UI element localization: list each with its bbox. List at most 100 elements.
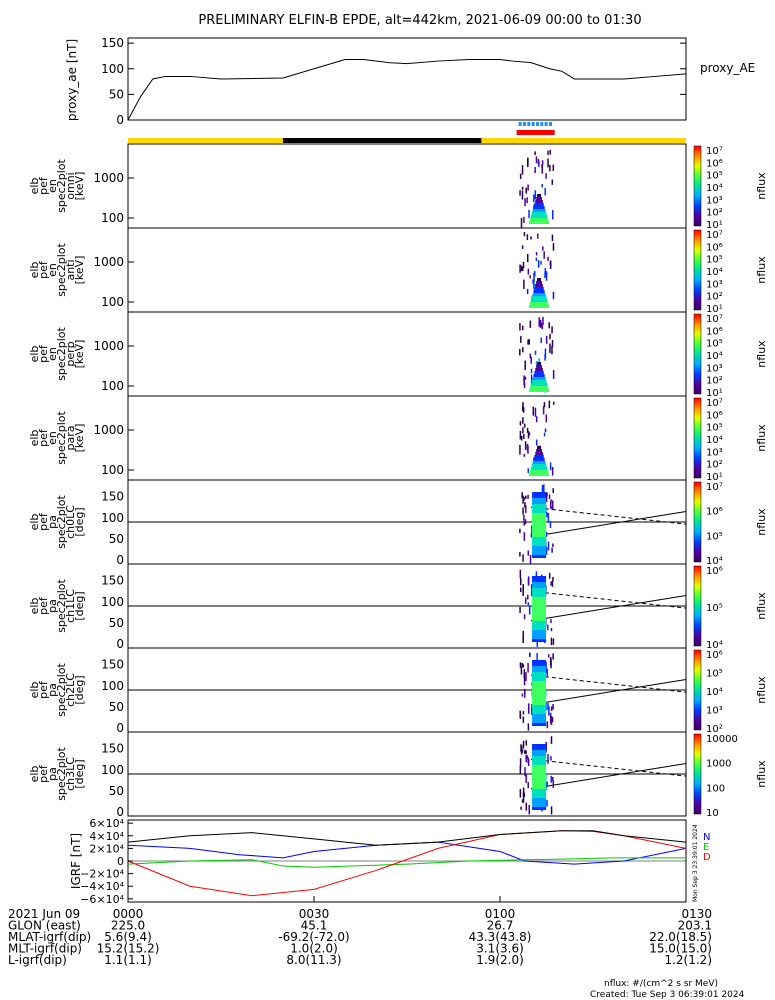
spectrogram-cell bbox=[532, 786, 547, 789]
spectrogram-cell bbox=[526, 197, 528, 204]
footer-value: 225.0 bbox=[111, 919, 145, 933]
spectrogram-cell bbox=[535, 439, 538, 446]
spectrogram-cell bbox=[527, 339, 529, 344]
spectrogram-cell bbox=[532, 744, 547, 747]
ytick-label: 0 bbox=[116, 637, 124, 651]
spectrogram-cell bbox=[519, 788, 522, 798]
spectrogram-cell bbox=[519, 264, 521, 273]
colorbar-tick-label: 1000 bbox=[706, 759, 731, 770]
spectrogram-cell bbox=[532, 681, 547, 684]
spectrogram-cell bbox=[532, 406, 535, 416]
spectrogram-cell bbox=[532, 723, 547, 726]
ytick-label: 1000 bbox=[93, 171, 124, 185]
colorbar-tick-label: 10³ bbox=[706, 363, 723, 374]
spectrogram-data bbox=[519, 736, 555, 815]
spectrogram-cell bbox=[536, 653, 538, 664]
spectrogram-cell bbox=[521, 693, 524, 697]
ytick-label: 150 bbox=[101, 490, 124, 504]
footer-value: 0100 bbox=[485, 907, 516, 921]
footer-value: 203.1 bbox=[678, 919, 712, 933]
panel-ylabel-line: [keV] bbox=[73, 340, 86, 369]
science-zone-tick bbox=[531, 122, 535, 126]
spectrogram-cell bbox=[520, 217, 523, 228]
spectrogram-cell bbox=[545, 780, 547, 791]
panel-ylabel-line: spec2plot bbox=[55, 243, 68, 297]
spectrogram-cell bbox=[544, 428, 547, 433]
spectrogram-cell bbox=[529, 470, 549, 473]
spectrogram-cell bbox=[552, 291, 555, 300]
spectrogram-cell bbox=[519, 430, 522, 440]
spectrogram-cell bbox=[523, 520, 525, 526]
spectrogram-cell bbox=[551, 500, 554, 510]
colorbar-tick-label: 10⁵ bbox=[706, 669, 723, 680]
spectrogram-cell bbox=[532, 279, 534, 284]
spectrogram-cell bbox=[532, 621, 547, 624]
panel-frame bbox=[127, 143, 687, 229]
spectrogram-cell bbox=[532, 684, 547, 687]
spectrogram-cell bbox=[542, 316, 544, 325]
spectrogram-cell bbox=[528, 305, 550, 308]
spectrogram-cell bbox=[545, 661, 547, 671]
spectrogram-cell bbox=[545, 546, 548, 555]
panel-ylabel-line: pa bbox=[46, 683, 59, 697]
spectrogram-cell bbox=[525, 495, 527, 500]
spectrogram-cell bbox=[530, 215, 548, 218]
anti-loss-cone-line bbox=[530, 674, 687, 693]
spectrogram-cell bbox=[522, 402, 524, 409]
proxy-ae-yticks: 150 100 50 0 bbox=[101, 36, 686, 127]
spectrogram-cell bbox=[550, 637, 553, 646]
spectrogram-cell bbox=[535, 200, 543, 203]
ytick-label: 100 bbox=[101, 295, 124, 309]
colorbar-tick-label: 10⁶ bbox=[706, 410, 723, 421]
panel-ylabel-line: para bbox=[64, 426, 77, 451]
footer-value: 0130 bbox=[681, 907, 712, 921]
panel-ylabel-line: [deg] bbox=[73, 591, 86, 620]
spectrogram-cell bbox=[532, 714, 547, 717]
panel-ylabel-line: pa bbox=[46, 515, 59, 529]
spectrogram-cell bbox=[520, 744, 522, 752]
spectrogram-cell bbox=[532, 552, 547, 555]
colorbar-tick-label: 10⁷ bbox=[706, 146, 723, 157]
spectrogram-cell bbox=[532, 579, 547, 582]
spectrogram-cell bbox=[523, 453, 526, 457]
spectrogram-cell bbox=[547, 624, 549, 631]
footer-value: 5.6(9.4) bbox=[104, 930, 152, 944]
ytick-label: 4×10⁴ bbox=[89, 830, 124, 843]
footer-value: 1.2(1.2) bbox=[664, 953, 712, 967]
spectrogram-cell bbox=[527, 550, 530, 556]
spectrogram-cell bbox=[533, 282, 535, 290]
spectrogram-cell bbox=[525, 750, 527, 754]
spectrogram-data bbox=[519, 316, 555, 393]
panel-ylabel-line: elb bbox=[28, 178, 41, 195]
colorbar bbox=[693, 565, 702, 647]
spectrogram-cell bbox=[519, 587, 522, 593]
loss-cone-line bbox=[530, 762, 687, 790]
colorbar-tick-label: 10⁷ bbox=[706, 230, 723, 241]
spectrogram-cell bbox=[532, 789, 547, 792]
colorbar-tick-label: 10³ bbox=[706, 447, 723, 458]
spectrogram-cell bbox=[532, 771, 547, 774]
spectrogram-cell bbox=[532, 804, 547, 807]
panel-ylabel-line: elb bbox=[28, 514, 41, 531]
spectrogram-cell bbox=[527, 602, 530, 607]
spectrogram-cell bbox=[532, 600, 547, 603]
spectrogram-cell bbox=[527, 468, 529, 473]
spectrogram-cell bbox=[524, 198, 526, 207]
colorbar-tick-label: 10³ bbox=[706, 279, 723, 290]
spectrogram-cell bbox=[519, 444, 521, 455]
spectrogram-cell bbox=[529, 275, 531, 279]
spectrogram-cell bbox=[550, 716, 553, 725]
spectrogram-cell bbox=[532, 576, 547, 579]
ytick-label: 50 bbox=[109, 87, 124, 101]
panel-ylabel-line: pef bbox=[37, 176, 50, 195]
spectrogram-cell bbox=[532, 588, 547, 591]
ytick-label: 100 bbox=[101, 379, 124, 393]
spectrogram-cell bbox=[548, 400, 551, 409]
spectrogram-cell bbox=[521, 325, 524, 331]
spectrogram-cell bbox=[529, 302, 549, 305]
spectrogram-cell bbox=[537, 278, 542, 281]
colorbar-tick-label: 10⁶ bbox=[706, 507, 723, 518]
spectrogram-cell bbox=[547, 513, 550, 523]
spectrogram-cell bbox=[529, 353, 532, 359]
